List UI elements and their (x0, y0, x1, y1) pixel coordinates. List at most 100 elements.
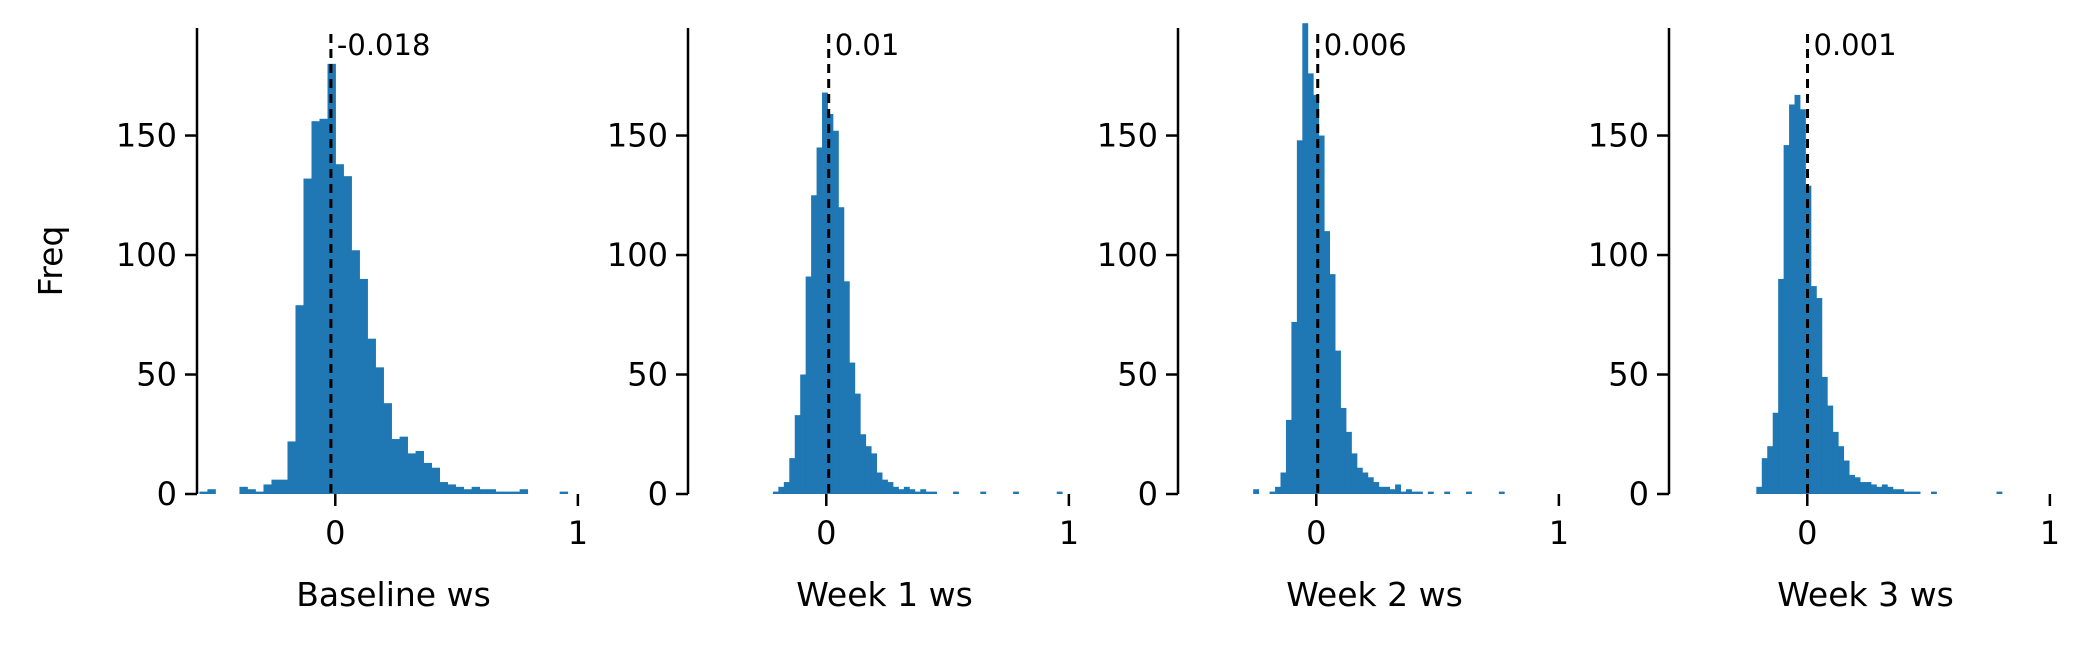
histogram-bar (375, 367, 384, 494)
histogram-bar (1800, 109, 1806, 494)
histogram-bar (431, 467, 440, 494)
histogram-bar (898, 489, 905, 494)
histogram-bar (849, 362, 856, 494)
histogram-bar (519, 489, 529, 494)
histogram-bar (247, 489, 256, 494)
y-tick-label: 50 (1117, 356, 1158, 394)
histogram-bar (1767, 446, 1774, 494)
histogram-bar (1340, 407, 1347, 494)
histogram-bar (1854, 477, 1861, 494)
histogram-bar (255, 491, 264, 494)
mean-annotation: 0.01 (835, 28, 900, 62)
y-tick-label: 50 (627, 356, 668, 394)
histogram-bar (1761, 458, 1768, 494)
histogram-bar (1881, 484, 1888, 494)
histogram-bar (1373, 482, 1380, 494)
histogram-bar (359, 278, 368, 494)
histogram-bar (1378, 486, 1385, 494)
histogram-bar (876, 472, 883, 494)
y-tick-label: 100 (1588, 236, 1649, 274)
panel-2: 0 50 100 150 0 1 0.01 Week 1 ws (607, 28, 1079, 614)
histogram-bar (447, 484, 457, 494)
histogram-bars (772, 92, 1063, 495)
histogram-bar (871, 453, 878, 494)
y-tick-label: 150 (607, 117, 668, 155)
histogram-bar (1789, 104, 1795, 494)
histogram-bar (503, 491, 513, 494)
histogram-bar (311, 121, 320, 494)
histogram-bar (909, 489, 916, 494)
x-tick-label: 0 (816, 514, 836, 552)
histogram-bar (423, 462, 432, 494)
y-tick-label: 0 (1629, 475, 1649, 513)
histogram-bar (1275, 486, 1281, 494)
histogram-bar (914, 491, 921, 494)
histogram-bar (1810, 286, 1817, 494)
histogram-bar (1903, 491, 1910, 494)
x-tick-label: 0 (1306, 514, 1326, 552)
histogram-bar (487, 489, 497, 494)
x-axis-label: Week 1 ws (796, 575, 973, 614)
histogram-bar (1302, 23, 1309, 494)
histogram-bar (816, 147, 823, 494)
histogram-bar (391, 439, 400, 494)
histogram-bar (1389, 489, 1396, 494)
histogram-bar (1783, 145, 1790, 494)
histogram-bar (1821, 376, 1828, 494)
histogram-bar (860, 434, 867, 494)
histogram-bar (439, 482, 448, 494)
histogram-bar (1280, 472, 1287, 494)
histogram-bar (1778, 278, 1785, 494)
histogram-bar (455, 486, 465, 494)
histogram-bar (1335, 350, 1341, 494)
histogram-bar (367, 338, 376, 494)
histogram-bar (319, 118, 328, 495)
mean-annotation: -0.018 (337, 28, 431, 62)
histogram-bar (207, 489, 216, 494)
histogram-bar (1849, 474, 1855, 494)
y-tick-label: 50 (1608, 356, 1649, 394)
panel-4: 0 50 100 150 0 1 0.001 Week 3 ws (1588, 28, 2060, 614)
histogram-bar (1400, 491, 1407, 494)
panel-3: 0 50 100 150 0 1 0.006 Week 2 ws (1097, 23, 1569, 614)
y-axis-label: Freq (31, 226, 70, 297)
histogram-bar (479, 489, 489, 494)
y-tick-label: 100 (607, 236, 668, 274)
histogram-bar (1384, 486, 1391, 494)
histogram-bar (399, 436, 408, 494)
histogram-bar (1756, 486, 1763, 494)
y-tick-label: 150 (1097, 117, 1158, 155)
histogram-bar (843, 281, 850, 494)
histogram-bar (1427, 491, 1434, 494)
histogram-bar (1318, 135, 1325, 495)
histogram-bar (789, 458, 796, 494)
histogram-bar (343, 176, 352, 494)
histogram-bar (953, 491, 959, 494)
histogram-bar (783, 482, 790, 494)
y-tick-label: 0 (1138, 475, 1158, 513)
histogram-bar (511, 491, 521, 494)
y-tick-label: 150 (116, 117, 177, 155)
x-axis-label: Week 2 ws (1286, 575, 1463, 614)
panel-1: 0 50 100 150 0 1 -0.018 Baseline ws Freq (31, 28, 588, 614)
histogram-bar (1324, 231, 1331, 494)
histogram-bar (920, 489, 927, 494)
histogram-bar (1794, 94, 1801, 495)
histogram-bar (1329, 274, 1336, 494)
x-axis-label: Week 3 ws (1777, 575, 1954, 614)
histogram-bar (1838, 446, 1845, 494)
histogram-bar (832, 130, 839, 494)
x-tick-label: 1 (568, 514, 588, 552)
histogram-bar (925, 491, 932, 494)
histogram-bar (1296, 140, 1303, 495)
histogram-bar (931, 491, 938, 494)
histogram-bars (199, 63, 569, 495)
histogram-bar (1411, 491, 1418, 494)
histogram-bar (1351, 453, 1358, 494)
histogram-bar (865, 446, 872, 494)
histogram-bar (1827, 405, 1834, 494)
histogram-bar (1865, 482, 1872, 494)
x-axis-label: Baseline ws (296, 575, 491, 614)
histogram-bar (903, 486, 910, 494)
histogram-bar (1367, 477, 1374, 494)
